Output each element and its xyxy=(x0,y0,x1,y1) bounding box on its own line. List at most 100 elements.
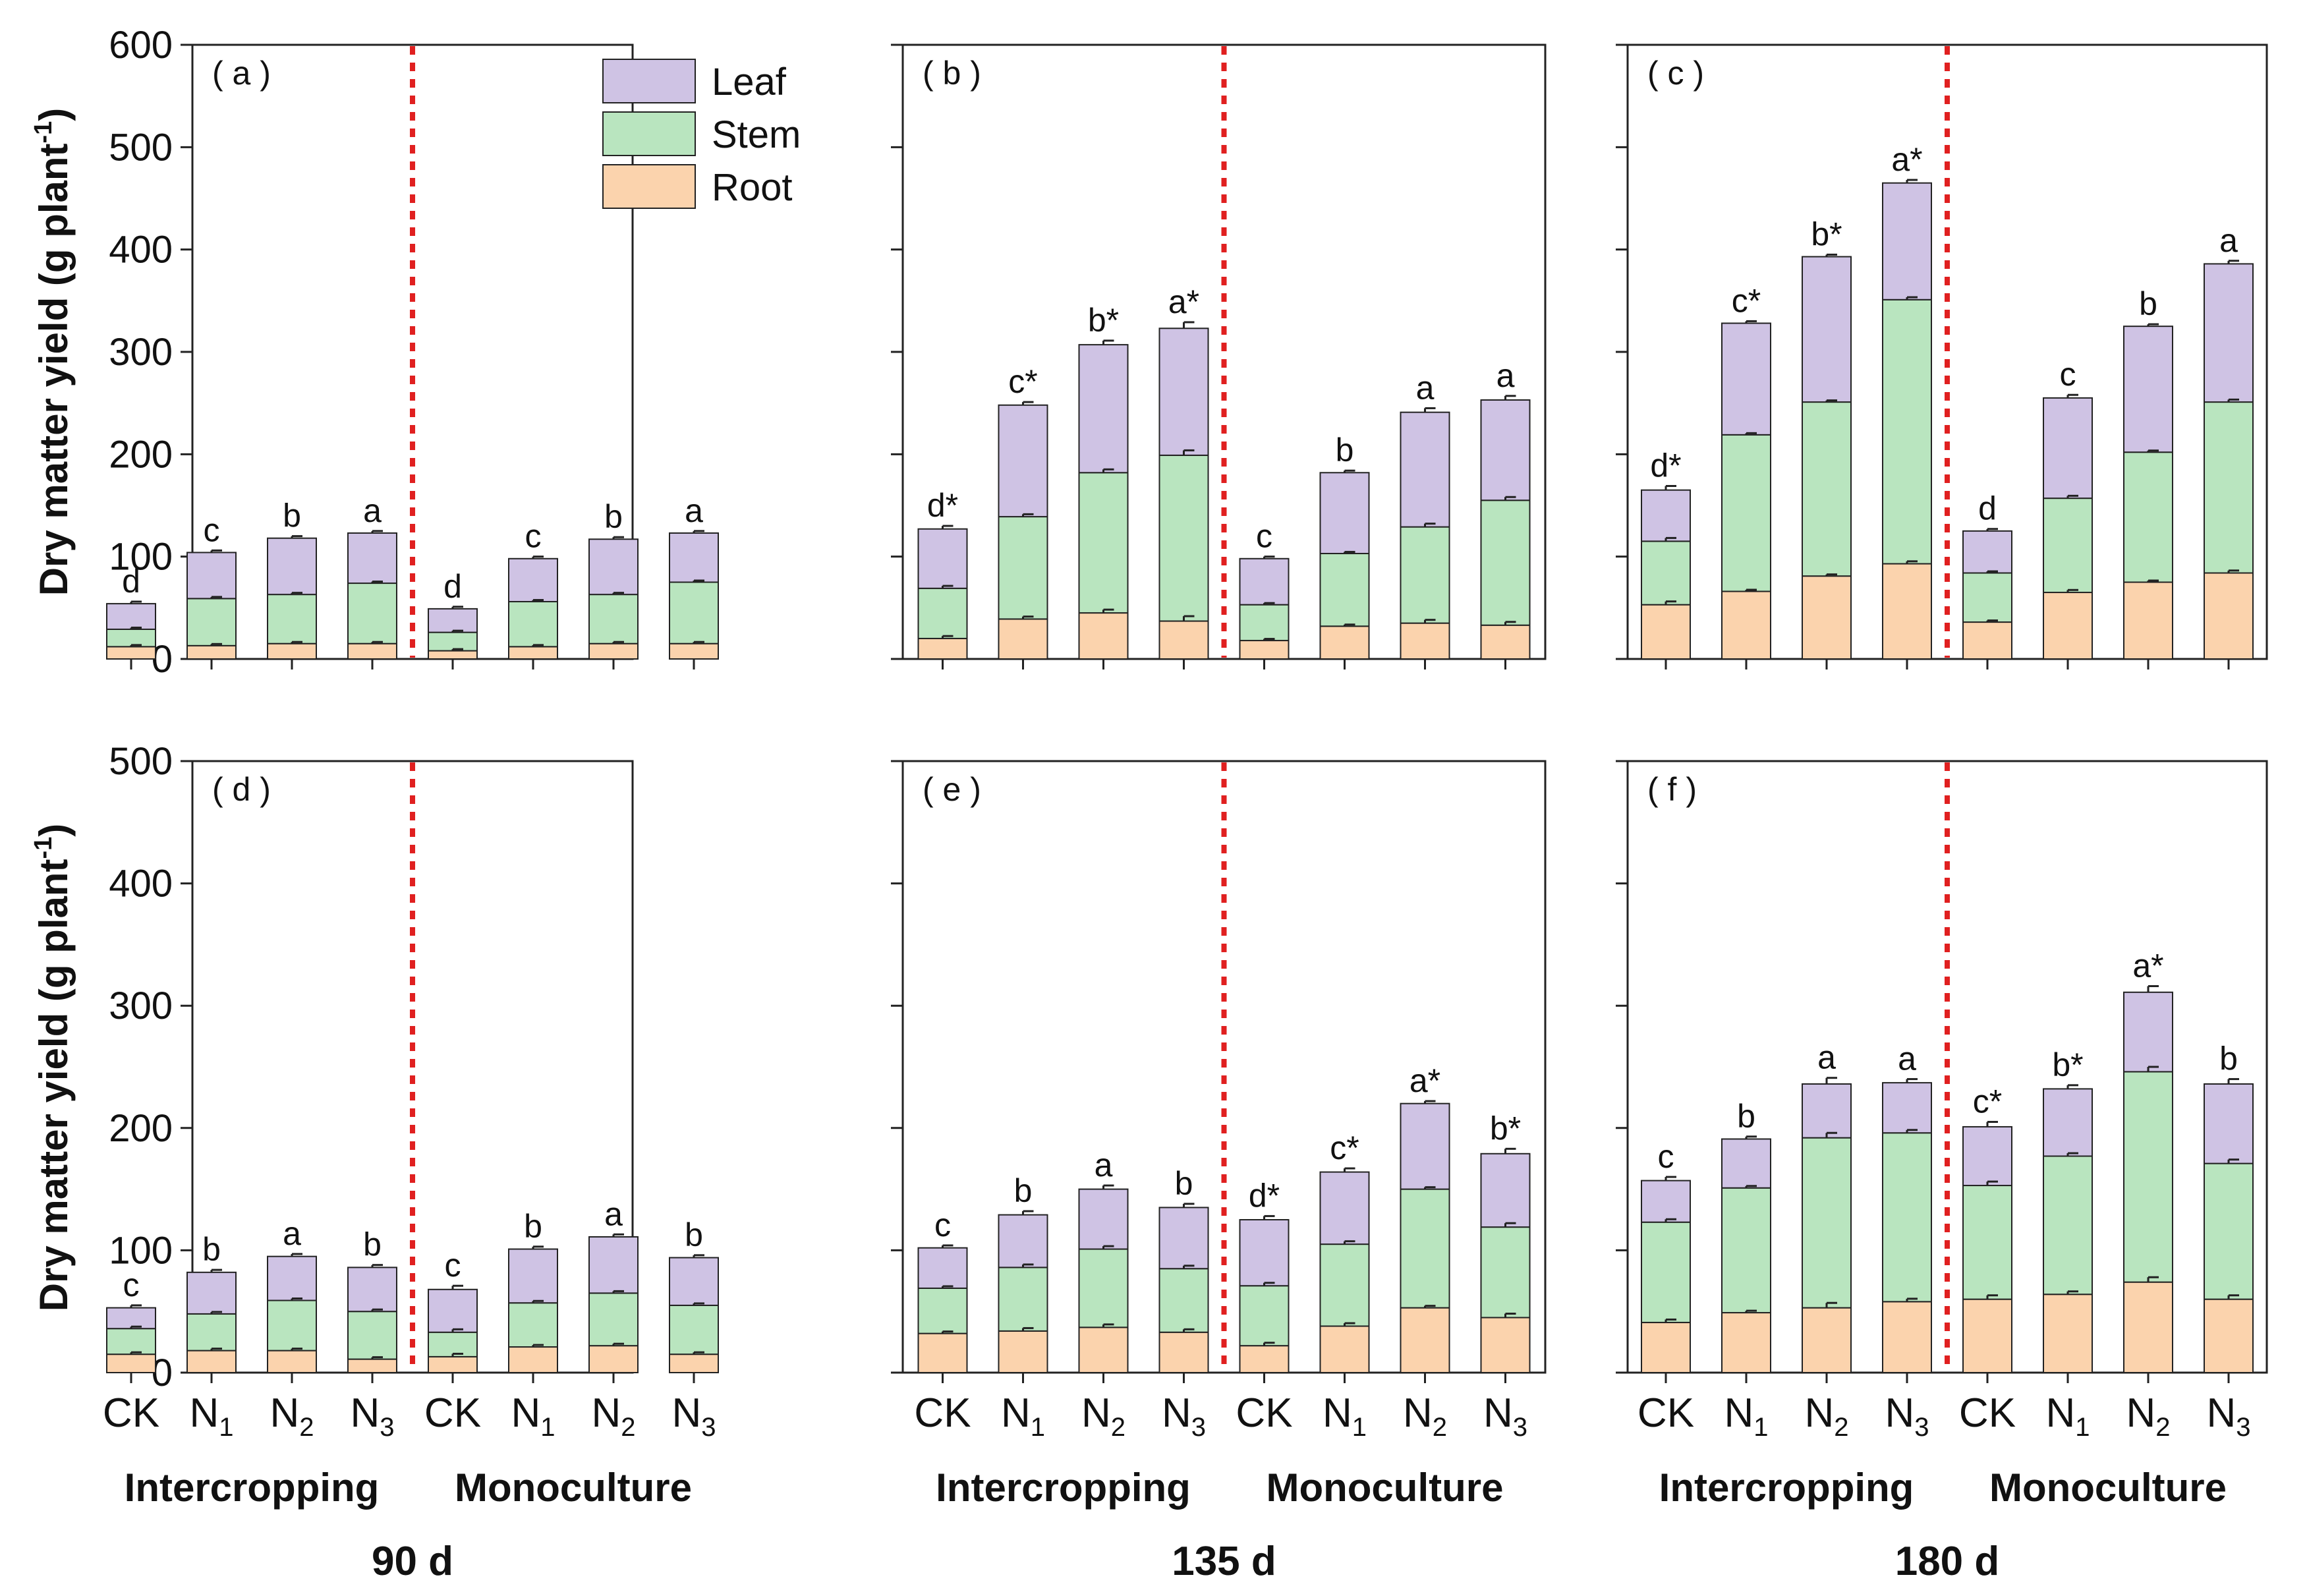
bar-stem xyxy=(186,598,237,646)
bar-leaf xyxy=(2204,1083,2254,1164)
y-tick-label: 300 xyxy=(109,984,173,1027)
y-tick-label: 100 xyxy=(109,536,173,579)
x-category-label: N1 xyxy=(189,1390,233,1442)
significance-label: b* xyxy=(2052,1046,2083,1083)
bar-root xyxy=(1721,1312,1771,1374)
x-category-label: CK xyxy=(1959,1390,2016,1436)
bar-root xyxy=(2043,592,2093,660)
significance-label: c xyxy=(1658,1138,1674,1175)
significance-label: b xyxy=(202,1231,221,1268)
bar-leaf xyxy=(1962,530,2012,574)
legend-swatch-root xyxy=(602,164,696,209)
bar-leaf xyxy=(588,1236,639,1294)
bar-stem xyxy=(588,1292,639,1347)
bar-leaf xyxy=(1882,1082,1932,1134)
significance-label: b xyxy=(1014,1172,1033,1209)
significance-label: a xyxy=(363,492,382,529)
panel-f: c b a a c* b* a* b ( f ) CK N1 N2 N3 CK N1 N2 N3 Intercro… xyxy=(1616,760,2268,1584)
bar-root xyxy=(669,1354,719,1373)
bar-stem xyxy=(1480,499,1531,626)
bar-stem xyxy=(267,1299,317,1352)
significance-label: d* xyxy=(1249,1177,1280,1214)
bar-root xyxy=(998,618,1048,660)
bar-root xyxy=(508,1346,558,1374)
panel-label: ( d ) xyxy=(212,771,271,808)
bar-leaf xyxy=(917,1247,968,1289)
bar-leaf xyxy=(1882,182,1932,300)
bar-root xyxy=(1802,1307,1852,1373)
bar-leaf xyxy=(1480,1153,1531,1228)
bar-stem xyxy=(588,594,639,644)
legend-label-stem: Stem xyxy=(712,113,801,156)
x-category-label: N1 xyxy=(1724,1390,1768,1442)
day-label: 90 d xyxy=(372,1539,453,1584)
bar-leaf xyxy=(1400,411,1450,528)
bar-stem xyxy=(347,1311,397,1360)
significance-label: c xyxy=(2060,356,2076,393)
bar-stem xyxy=(2204,401,2254,574)
significance-label: a* xyxy=(1168,283,1199,320)
y-axis-label: Dry matter yield (g plant-1) xyxy=(30,108,76,596)
legend-label-leaf: Leaf xyxy=(712,61,787,103)
legend-swatch-leaf xyxy=(602,59,696,103)
bar-leaf xyxy=(186,1271,237,1315)
significance-label: b xyxy=(2219,1040,2238,1077)
bar-leaf xyxy=(669,532,719,583)
legend-swatch-stem xyxy=(602,111,696,156)
significance-label: b xyxy=(1175,1165,1193,1202)
significance-label: b xyxy=(685,1216,703,1253)
bar-root xyxy=(588,642,639,660)
x-category-label: N2 xyxy=(270,1390,314,1442)
x-category-label: N2 xyxy=(591,1390,635,1442)
y-tick-label: 300 xyxy=(109,331,173,374)
bar-root xyxy=(347,1358,397,1373)
x-category-label: CK xyxy=(424,1390,481,1436)
bar-leaf xyxy=(917,528,968,589)
bar-root xyxy=(428,1355,478,1374)
significance-label: a xyxy=(1416,369,1435,406)
bar-leaf xyxy=(428,608,478,633)
x-category-label: N1 xyxy=(1323,1390,1367,1442)
bar-leaf xyxy=(998,404,1048,518)
significance-label: b xyxy=(2139,285,2157,322)
bar-root xyxy=(1400,1307,1450,1373)
x-category-label: N3 xyxy=(671,1390,716,1442)
bar-stem xyxy=(1400,526,1450,624)
bar-root xyxy=(1078,612,1129,660)
bar-stem xyxy=(998,516,1048,620)
x-category-label: N2 xyxy=(1081,1390,1125,1442)
x-category-label: CK xyxy=(103,1390,159,1436)
x-category-label: N3 xyxy=(350,1390,394,1442)
bar-root xyxy=(669,642,719,660)
panel-label: ( a ) xyxy=(212,55,271,92)
bar-leaf xyxy=(1641,1180,1691,1223)
group-label-monoculture: Monoculture xyxy=(455,1466,692,1510)
bar-root xyxy=(1239,1345,1290,1373)
bar-leaf xyxy=(669,1257,719,1306)
significance-label: b xyxy=(524,1208,542,1245)
bar-stem xyxy=(1319,1243,1370,1327)
bar-stem xyxy=(1721,434,1771,592)
bar-root xyxy=(2123,581,2173,660)
x-category-label: CK xyxy=(1638,1390,1694,1436)
y-tick-label: 400 xyxy=(109,229,173,271)
bar-leaf xyxy=(1239,1219,1290,1287)
bar-leaf xyxy=(998,1214,1048,1268)
panel-b: d* c* b* a* c b a a ( b ) xyxy=(891,43,1547,670)
bar-root xyxy=(1239,640,1290,660)
bar-stem xyxy=(2043,498,2093,594)
panel-label: ( e ) xyxy=(923,771,981,808)
plot-frame xyxy=(191,760,634,1374)
bar-leaf xyxy=(267,1255,317,1301)
bar-stem xyxy=(267,594,317,644)
bar-leaf xyxy=(2123,991,2173,1073)
y-tick-label: 200 xyxy=(109,433,173,476)
bar-leaf xyxy=(106,603,156,630)
panel-label: ( f ) xyxy=(1647,771,1697,808)
bar-stem xyxy=(1882,1132,1932,1303)
bar-stem xyxy=(1239,1285,1290,1347)
significance-label: b xyxy=(283,498,301,534)
bar-root xyxy=(508,646,558,660)
bar-leaf xyxy=(1078,344,1129,474)
